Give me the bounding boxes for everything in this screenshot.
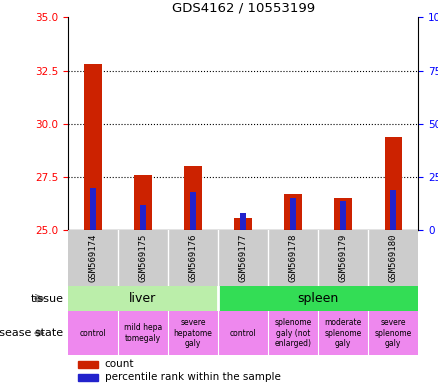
Bar — [390, 190, 396, 230]
Text: GSM569180: GSM569180 — [389, 234, 398, 282]
Bar — [78, 374, 98, 381]
Bar — [340, 200, 346, 230]
Text: disease state: disease state — [0, 328, 64, 338]
Bar — [68, 286, 218, 311]
Text: GSM569179: GSM569179 — [339, 234, 348, 282]
Bar — [134, 175, 152, 230]
Bar — [240, 214, 246, 230]
Text: moderate
splenome
galy: moderate splenome galy — [325, 318, 362, 348]
Text: GSM569174: GSM569174 — [88, 234, 97, 282]
Bar — [190, 192, 196, 230]
Bar — [218, 286, 418, 311]
Title: GDS4162 / 10553199: GDS4162 / 10553199 — [172, 2, 314, 15]
Bar — [140, 205, 146, 230]
Bar — [284, 194, 302, 230]
Text: mild hepa
tomegaly: mild hepa tomegaly — [124, 323, 162, 343]
Text: GSM569177: GSM569177 — [239, 234, 247, 282]
Bar — [184, 166, 202, 230]
Text: control: control — [80, 329, 106, 338]
Text: severe
splenome
galy: severe splenome galy — [374, 318, 412, 348]
Bar — [90, 188, 96, 230]
Text: percentile rank within the sample: percentile rank within the sample — [105, 372, 281, 382]
Text: tissue: tissue — [31, 293, 64, 304]
Bar — [234, 218, 252, 230]
Text: splenome
galy (not
enlarged): splenome galy (not enlarged) — [275, 318, 312, 348]
Bar — [290, 199, 296, 230]
Text: count: count — [105, 359, 134, 369]
Text: control: control — [230, 329, 257, 338]
Bar — [78, 361, 98, 368]
Bar — [385, 137, 402, 230]
Bar — [335, 199, 352, 230]
Bar — [84, 64, 102, 230]
Text: liver: liver — [129, 292, 157, 305]
Text: severe
hepatome
galy: severe hepatome galy — [173, 318, 212, 348]
Text: GSM569178: GSM569178 — [289, 234, 298, 282]
Text: GSM569176: GSM569176 — [188, 234, 198, 282]
Text: spleen: spleen — [297, 292, 339, 305]
Text: GSM569175: GSM569175 — [138, 234, 148, 282]
